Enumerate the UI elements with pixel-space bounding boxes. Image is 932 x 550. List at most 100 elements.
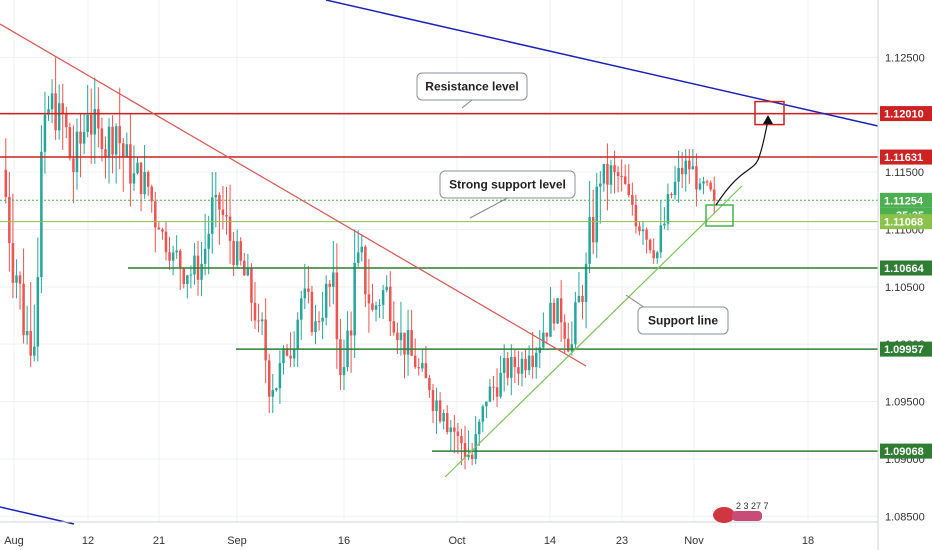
- candle-body: [520, 358, 524, 374]
- descending-red-trendline: [0, 23, 587, 367]
- candle-body: [567, 338, 570, 352]
- x-tick-label: 16: [338, 535, 350, 547]
- candle-body: [285, 348, 289, 356]
- projection-arrow-path: [715, 119, 769, 206]
- candle-body: [282, 348, 285, 364]
- candle-body: [54, 93, 57, 131]
- candle-body: [413, 355, 417, 368]
- candle-body: [673, 181, 677, 196]
- upper-blue-trendline: [325, 0, 879, 127]
- candle-body: [641, 229, 645, 232]
- x-tick-label: 14: [544, 535, 556, 547]
- candle-body: [93, 109, 97, 135]
- candle-body: [620, 176, 623, 178]
- candle-body: [364, 246, 367, 295]
- callout-resistance-box: [416, 72, 528, 101]
- price-tag-support-3: [880, 443, 932, 459]
- candle-body: [399, 332, 403, 341]
- candle-body: [396, 332, 399, 341]
- candle-body: [321, 317, 324, 322]
- price-tag-upper-level: [880, 149, 932, 165]
- candle-body: [154, 201, 157, 228]
- price-tag-label-support-2: 1.09957: [884, 344, 924, 356]
- candle-body: [634, 204, 638, 227]
- candle-body: [193, 255, 196, 275]
- candle-body: [8, 196, 11, 244]
- candle-body: [688, 160, 691, 170]
- candle-body: [275, 388, 278, 391]
- candle-body: [656, 252, 659, 259]
- candle-body: [207, 233, 210, 249]
- candle-body: [86, 114, 89, 132]
- candle-body: [296, 319, 299, 349]
- candle-body: [29, 331, 32, 356]
- candle-body: [385, 286, 388, 291]
- candle-body: [214, 195, 218, 198]
- candle-body: [122, 143, 125, 157]
- candle-body: [307, 288, 310, 292]
- candle-body: [314, 321, 317, 333]
- candle-body: [289, 355, 292, 359]
- candle-body: [581, 295, 584, 302]
- candle-body: [75, 131, 79, 173]
- y-tick-label: 1.11500: [885, 167, 924, 179]
- candle-body: [225, 215, 228, 217]
- candle-body: [524, 358, 527, 371]
- candle-body: [317, 321, 321, 323]
- candle-body: [161, 229, 164, 232]
- candle-body: [531, 355, 534, 367]
- candle-body: [410, 330, 413, 356]
- candle-body: [328, 283, 331, 287]
- candle-body: [360, 246, 364, 253]
- candle-body: [339, 339, 342, 376]
- y-tick-label: 1.08500: [885, 511, 925, 523]
- candle-body: [666, 194, 670, 224]
- x-tick-label: 23: [616, 535, 628, 547]
- y-tick-label: 1.09500: [885, 397, 925, 409]
- price-tag-label-strong-support: 1.11068: [884, 217, 923, 229]
- candle-body: [200, 263, 203, 280]
- candle-body: [118, 126, 121, 144]
- price-tag-support-1: [880, 260, 932, 276]
- candle-body: [691, 166, 695, 170]
- candle-body: [246, 268, 250, 276]
- levels-and-trendlines: [0, 0, 879, 525]
- candle-body: [680, 167, 684, 175]
- candle-body: [616, 172, 620, 177]
- candle-body: [456, 431, 460, 436]
- resistance-target-box: [754, 100, 785, 126]
- candle-body: [310, 291, 314, 333]
- candle-body: [303, 288, 307, 299]
- candle-body: [392, 321, 396, 333]
- candle-body: [18, 275, 22, 284]
- candle-body: [506, 358, 509, 378]
- price-tag-label-support-1: 1.10664: [884, 263, 925, 275]
- candle-body: [168, 252, 171, 261]
- candle-body: [82, 131, 86, 144]
- candle-body: [324, 283, 328, 318]
- candle-body: [549, 302, 552, 337]
- candle-body: [709, 182, 712, 190]
- candle-body: [698, 183, 702, 190]
- candle-body: [702, 181, 705, 184]
- candle-body: [114, 126, 118, 155]
- price-tag-strong-support: [880, 214, 932, 230]
- candle-body: [72, 158, 75, 173]
- candle-body: [136, 162, 139, 174]
- candle-body: [499, 372, 502, 397]
- candle-body: [50, 93, 54, 110]
- candle-body: [300, 298, 303, 320]
- candle-body: [342, 367, 346, 376]
- candle-body: [545, 332, 549, 337]
- candle-body: [221, 209, 225, 216]
- y-tick-label: 1.10500: [885, 282, 925, 294]
- candle-body: [470, 454, 474, 459]
- candle-body: [68, 127, 72, 159]
- candle-body: [584, 263, 588, 302]
- candle-body: [645, 229, 648, 240]
- candle-body: [89, 114, 93, 135]
- candle-body: [292, 348, 296, 359]
- callout-strong-support-box: [439, 170, 576, 199]
- candle-body: [445, 413, 449, 433]
